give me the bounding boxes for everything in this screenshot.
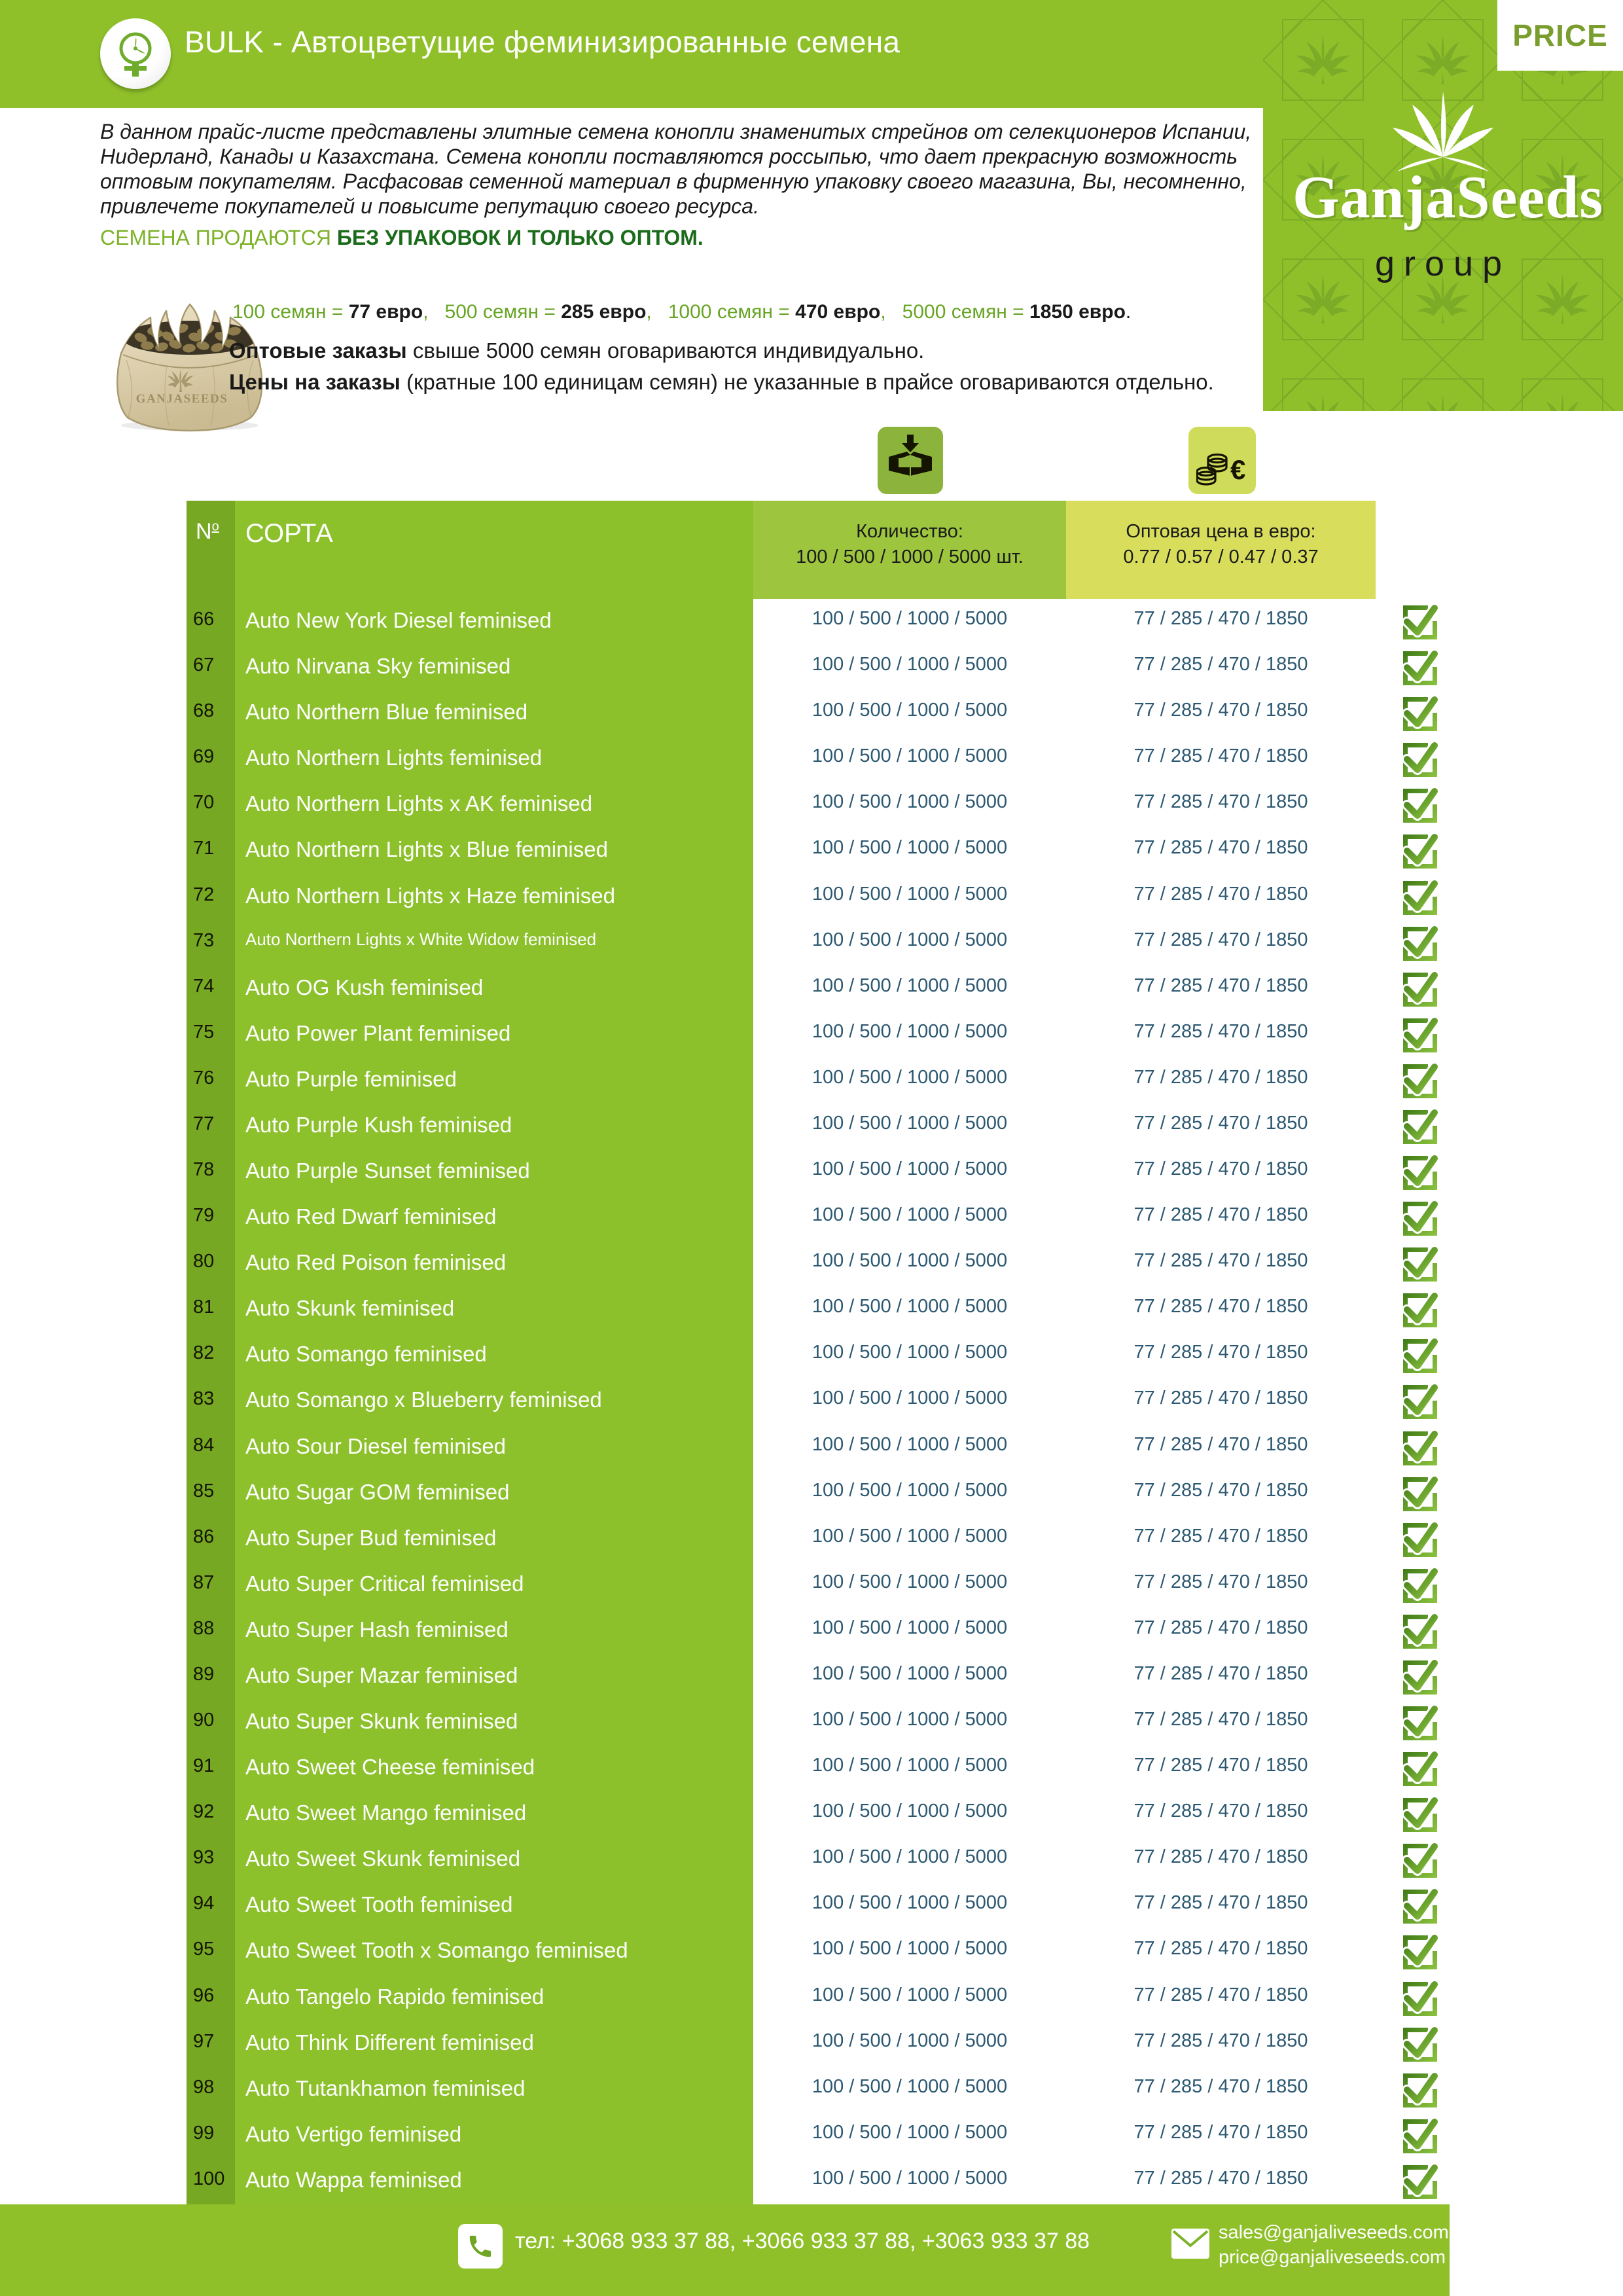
svg-text:€: € [1230,454,1245,485]
svg-text:GANJASEEDS: GANJASEEDS [136,392,228,406]
